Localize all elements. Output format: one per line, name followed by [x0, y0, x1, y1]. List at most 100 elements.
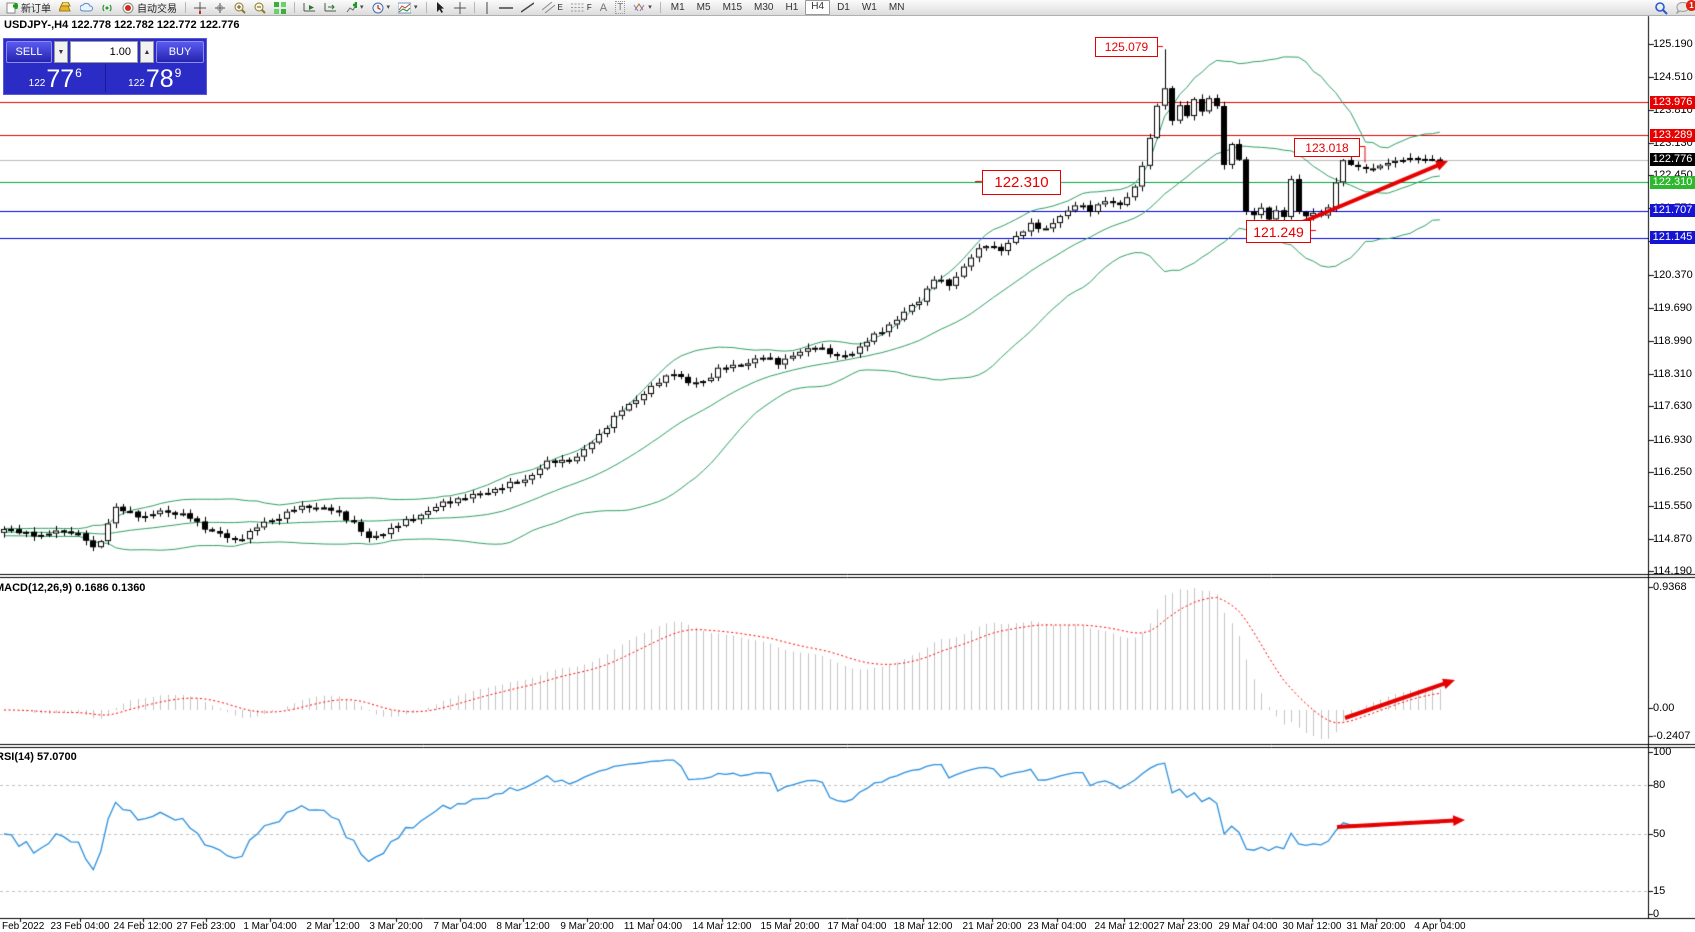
- notification-count-badge: 1: [1686, 0, 1695, 11]
- periods-button[interactable]: ▾: [369, 1, 394, 15]
- timeframe-bar: M1 M5 M15 M30 H1 H4 D1 W1 MN: [666, 0, 910, 15]
- horizontal-line-icon: [498, 6, 513, 9]
- indicators-button[interactable]: ▾: [342, 1, 367, 15]
- time-tick-label: 17 Mar 04:00: [827, 921, 887, 932]
- shapes-caret-icon: ▾: [648, 3, 652, 11]
- macd-tick-label: -0.2407: [1653, 730, 1691, 742]
- volume-increase-button[interactable]: ▲: [140, 41, 154, 63]
- template-chart-icon: [398, 2, 412, 13]
- price-annotation[interactable]: 122.310: [982, 170, 1061, 195]
- price-tick-label: 115.550: [1653, 499, 1692, 512]
- horizontal-line-tool-button[interactable]: [496, 1, 516, 15]
- templates-button[interactable]: ▾: [395, 1, 421, 15]
- macd-tick-label: 0.9368: [1653, 581, 1687, 593]
- chat-bubble-icon: [1676, 2, 1690, 14]
- timeframe-button-h4[interactable]: H4: [805, 0, 831, 15]
- crosshair-sync-button[interactable]: [211, 1, 229, 15]
- zoom-out-icon: [254, 2, 266, 14]
- price-tick-label: 120.370: [1653, 268, 1693, 281]
- market-depth-button[interactable]: [56, 1, 75, 15]
- buy-button[interactable]: BUY: [156, 41, 204, 63]
- zoom-in-button[interactable]: [231, 1, 249, 15]
- rsi-tick-label: 80: [1653, 779, 1666, 791]
- signals-button[interactable]: [98, 1, 117, 15]
- toolbar-right-group: 1: [1655, 0, 1695, 16]
- timeframe-button-m1[interactable]: M1: [670, 2, 685, 13]
- time-tick-label: 27 Feb 23:00: [176, 921, 236, 932]
- shapes-tool-button[interactable]: ▾: [630, 1, 655, 15]
- price-tick-label: 114.870: [1653, 532, 1692, 545]
- sell-price-display[interactable]: 122 77 6: [6, 64, 106, 92]
- sell-button[interactable]: SELL: [6, 41, 52, 63]
- crosshair-icon: [194, 1, 206, 14]
- volume-decrease-button[interactable]: ▼: [54, 41, 68, 63]
- rsi-tick-label: 0: [1653, 908, 1660, 920]
- time-tick-label: 18 Mar 12:00: [893, 921, 953, 932]
- tile-windows-button[interactable]: [271, 1, 289, 15]
- new-order-button[interactable]: 新订单: [3, 1, 54, 15]
- timeframe-button-m30[interactable]: M30: [754, 2, 774, 13]
- timeframe-button-d1[interactable]: D1: [837, 2, 850, 13]
- time-tick-label: 11 Mar 04:00: [623, 921, 683, 932]
- autotrading-icon: [122, 2, 134, 13]
- buy-pip: 9: [174, 66, 182, 80]
- new-order-label: 新订单: [21, 4, 51, 15]
- label-tool-button[interactable]: T: [612, 1, 628, 15]
- buy-price: 78: [145, 65, 174, 93]
- notifications-button[interactable]: 1: [1676, 0, 1695, 14]
- crosshair-mode-button[interactable]: [191, 1, 209, 15]
- chart-shift-button[interactable]: [321, 1, 340, 15]
- search-icon[interactable]: [1655, 1, 1668, 15]
- price-annotation[interactable]: 125.079: [1095, 37, 1158, 57]
- timeframe-button-w1[interactable]: W1: [861, 2, 877, 13]
- sell-pip: 6: [75, 66, 82, 80]
- cursor-tool-button[interactable]: [432, 1, 449, 15]
- autotrading-button[interactable]: 自动交易: [119, 1, 180, 15]
- auto-scroll-button[interactable]: [300, 1, 319, 15]
- price-tick-label: 117.630: [1653, 400, 1692, 413]
- volume-input[interactable]: 1.00: [70, 41, 138, 63]
- price-line-badge: 123.976: [1650, 95, 1695, 109]
- time-tick-label: 14 Mar 12:00: [692, 921, 752, 932]
- toolbar-separator: [659, 2, 661, 13]
- time-tick-label: 24 Mar 12:00: [1094, 921, 1154, 932]
- fibonacci-tool-button[interactable]: F: [568, 1, 595, 15]
- price-tick-label: 116.250: [1653, 466, 1692, 479]
- timeframe-button-m15[interactable]: M15: [722, 2, 743, 13]
- price-tick-label: 124.510: [1653, 70, 1693, 83]
- price-line-badge: 121.707: [1650, 204, 1695, 218]
- price-line-badge: 122.776: [1650, 153, 1695, 167]
- price-line-badge: 122.310: [1650, 175, 1695, 189]
- channel-tool-button[interactable]: E: [539, 1, 566, 15]
- rsi-label: RSI(14) 57.0700: [0, 751, 77, 763]
- price-annotation[interactable]: 121.249: [1246, 220, 1311, 243]
- gold-bars-icon: [59, 2, 71, 12]
- periods-caret-icon: ▾: [386, 3, 391, 11]
- buy-price-display[interactable]: 122 78 9: [106, 64, 205, 92]
- community-button[interactable]: [77, 1, 96, 15]
- price-annotation[interactable]: 123.018: [1294, 138, 1360, 157]
- timeframe-button-mn[interactable]: MN: [888, 2, 905, 13]
- main-toolbar: 新订单 自动交易 ▾ ▾ ▾: [0, 0, 1695, 16]
- time-tick-label: 21 Mar 20:00: [962, 921, 1022, 932]
- price-tick-label: 118.310: [1653, 367, 1692, 380]
- text-tool-icon: A: [599, 1, 608, 14]
- trendline-tool-button[interactable]: [518, 1, 537, 15]
- crosshair-tool-button[interactable]: [451, 1, 469, 15]
- vertical-line-tool-button[interactable]: [480, 1, 494, 15]
- label-tool-icon: T: [615, 1, 626, 14]
- time-tick-label: 30 Mar 12:00: [1282, 921, 1342, 932]
- timeframe-button-m5[interactable]: M5: [696, 2, 711, 13]
- time-tick-label: 2 Mar 12:00: [306, 921, 360, 932]
- zoom-out-button[interactable]: [251, 1, 269, 15]
- caret-up-icon: ▲: [143, 48, 151, 56]
- time-tick-label: 23 Mar 04:00: [1027, 921, 1087, 932]
- time-tick-label: 27 Mar 23:00: [1153, 921, 1213, 932]
- text-tool-button[interactable]: A: [597, 1, 610, 15]
- timeframe-button-h1[interactable]: H1: [785, 2, 799, 13]
- sell-big-figure: 122: [28, 78, 46, 89]
- one-click-trading-panel: SELL ▼ 1.00 ▲ BUY 122 77 6 122 78 9: [3, 38, 207, 95]
- tile-windows-icon: [274, 1, 286, 14]
